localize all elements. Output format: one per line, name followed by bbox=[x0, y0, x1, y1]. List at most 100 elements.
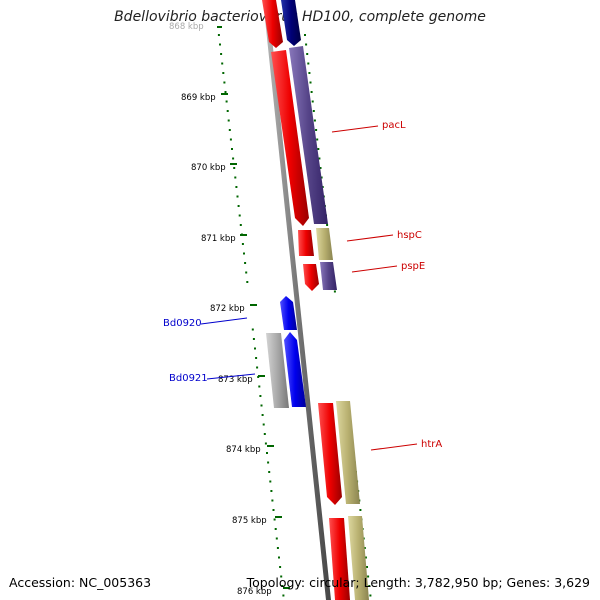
gc-dot bbox=[312, 110, 315, 112]
gc-dot bbox=[281, 585, 284, 587]
cds-blue-Bd0921 bbox=[284, 332, 306, 407]
gc-dot bbox=[258, 385, 261, 388]
gc-dot bbox=[220, 53, 223, 55]
gc-dot bbox=[307, 62, 310, 65]
gc-dot bbox=[317, 148, 320, 150]
gc-dot bbox=[306, 53, 309, 55]
cds-blue-Bd0920 bbox=[280, 296, 297, 330]
feature-navy-top bbox=[281, 0, 301, 46]
gc-dot bbox=[271, 499, 274, 502]
label-Bd0921[interactable]: Bd0921 bbox=[169, 373, 208, 384]
gc-dot bbox=[275, 537, 278, 540]
feature-khaki-htrA bbox=[336, 401, 360, 504]
label-Bd0920[interactable]: Bd0920 bbox=[163, 318, 202, 329]
gc-dot bbox=[246, 281, 249, 283]
gc-dot bbox=[364, 556, 367, 559]
accession-text: Accession: NC_005363 bbox=[9, 575, 152, 590]
gc-dot bbox=[222, 72, 225, 74]
gc-dot bbox=[308, 72, 311, 74]
gc-dot bbox=[280, 575, 283, 578]
gc-dot bbox=[254, 347, 256, 350]
genome-backbone bbox=[263, 0, 331, 600]
label-pspE[interactable]: pspE bbox=[401, 261, 425, 272]
label-htrA[interactable]: htrA bbox=[421, 439, 442, 450]
gc-dot bbox=[366, 566, 368, 568]
leader-hspC bbox=[346, 234, 394, 242]
ruler-label-868: 868 kbp bbox=[169, 22, 204, 32]
feature-khaki-hspC bbox=[316, 228, 333, 260]
ruler-label-872: 872 kbp bbox=[210, 304, 245, 314]
gc-dot bbox=[259, 395, 262, 397]
gc-dot bbox=[227, 119, 230, 122]
gc-skew-track-right bbox=[304, 34, 372, 597]
cds-red-htrA bbox=[318, 403, 342, 505]
gc-dot bbox=[315, 129, 318, 131]
gc-dot bbox=[266, 452, 268, 454]
gc-dot bbox=[245, 271, 248, 274]
gc-dot bbox=[234, 176, 237, 179]
gc-dot bbox=[235, 186, 238, 188]
feature-gray-Bd0921 bbox=[266, 333, 289, 408]
gc-dot bbox=[252, 338, 255, 340]
leader-Bd0921 bbox=[206, 373, 256, 380]
gc-dot bbox=[274, 528, 277, 530]
cds-red-hspC bbox=[298, 230, 314, 256]
gc-dot bbox=[224, 91, 227, 93]
gc-dot bbox=[236, 195, 239, 198]
gc-dot bbox=[243, 252, 245, 255]
gc-dot bbox=[367, 575, 370, 578]
ruler-label-876: 876 kbp bbox=[237, 587, 272, 597]
gc-dot bbox=[267, 461, 270, 464]
gc-skew-track-left bbox=[217, 34, 285, 597]
gc-dot bbox=[225, 100, 228, 103]
gc-dot bbox=[261, 414, 264, 416]
cds-red-bottom bbox=[329, 518, 350, 600]
cds-red-top bbox=[262, 0, 283, 48]
gc-dot bbox=[368, 585, 371, 587]
gc-dot bbox=[269, 480, 272, 483]
gc-dot bbox=[310, 91, 313, 93]
gc-dot bbox=[260, 404, 263, 407]
gc-dot bbox=[262, 423, 265, 426]
gc-dot bbox=[256, 366, 259, 369]
gc-dot bbox=[270, 490, 273, 492]
ruler-label-870: 870 kbp bbox=[191, 163, 226, 173]
gc-dot bbox=[263, 433, 266, 435]
feature-purple-pacL bbox=[289, 46, 328, 224]
gc-dot bbox=[239, 224, 242, 226]
gene-labels: pacL hspC pspE Bd0920 Bd0921 htrA bbox=[163, 120, 442, 451]
gc-dot bbox=[233, 167, 236, 169]
leader-htrA bbox=[370, 443, 418, 451]
gc-dot bbox=[272, 509, 275, 511]
gc-dot bbox=[276, 547, 279, 549]
ruler-label-871: 871 kbp bbox=[201, 234, 236, 244]
label-pacL[interactable]: pacL bbox=[382, 120, 406, 131]
gc-dot bbox=[309, 81, 312, 84]
gc-dot bbox=[237, 205, 240, 207]
gc-dot bbox=[241, 243, 244, 245]
gc-dot bbox=[279, 566, 282, 568]
genome-summary: Topology: circular; Length: 3,782,950 bp… bbox=[246, 575, 590, 590]
label-hspC[interactable]: hspC bbox=[397, 230, 422, 241]
gc-dot bbox=[316, 138, 319, 141]
gc-dot bbox=[219, 43, 221, 46]
gc-dot bbox=[221, 62, 224, 65]
gc-dot bbox=[304, 34, 306, 36]
gc-dot bbox=[278, 556, 280, 559]
gc-dot bbox=[251, 328, 254, 331]
gc-dot bbox=[232, 157, 235, 160]
feature-purple-pspE bbox=[320, 262, 337, 290]
gc-dot bbox=[238, 214, 241, 217]
ruler-label-873: 873 kbp bbox=[218, 375, 253, 385]
gc-dot bbox=[363, 547, 366, 549]
gc-dot bbox=[264, 442, 267, 445]
ruler-label-874: 874 kbp bbox=[226, 445, 261, 455]
leader-pspE bbox=[351, 265, 398, 273]
gc-dot bbox=[359, 509, 362, 511]
gc-dot bbox=[268, 471, 271, 473]
gc-dot bbox=[223, 81, 226, 84]
cds-red-pspE bbox=[303, 264, 319, 291]
ruler-ticks bbox=[217, 26, 290, 589]
gc-dot bbox=[326, 224, 329, 226]
